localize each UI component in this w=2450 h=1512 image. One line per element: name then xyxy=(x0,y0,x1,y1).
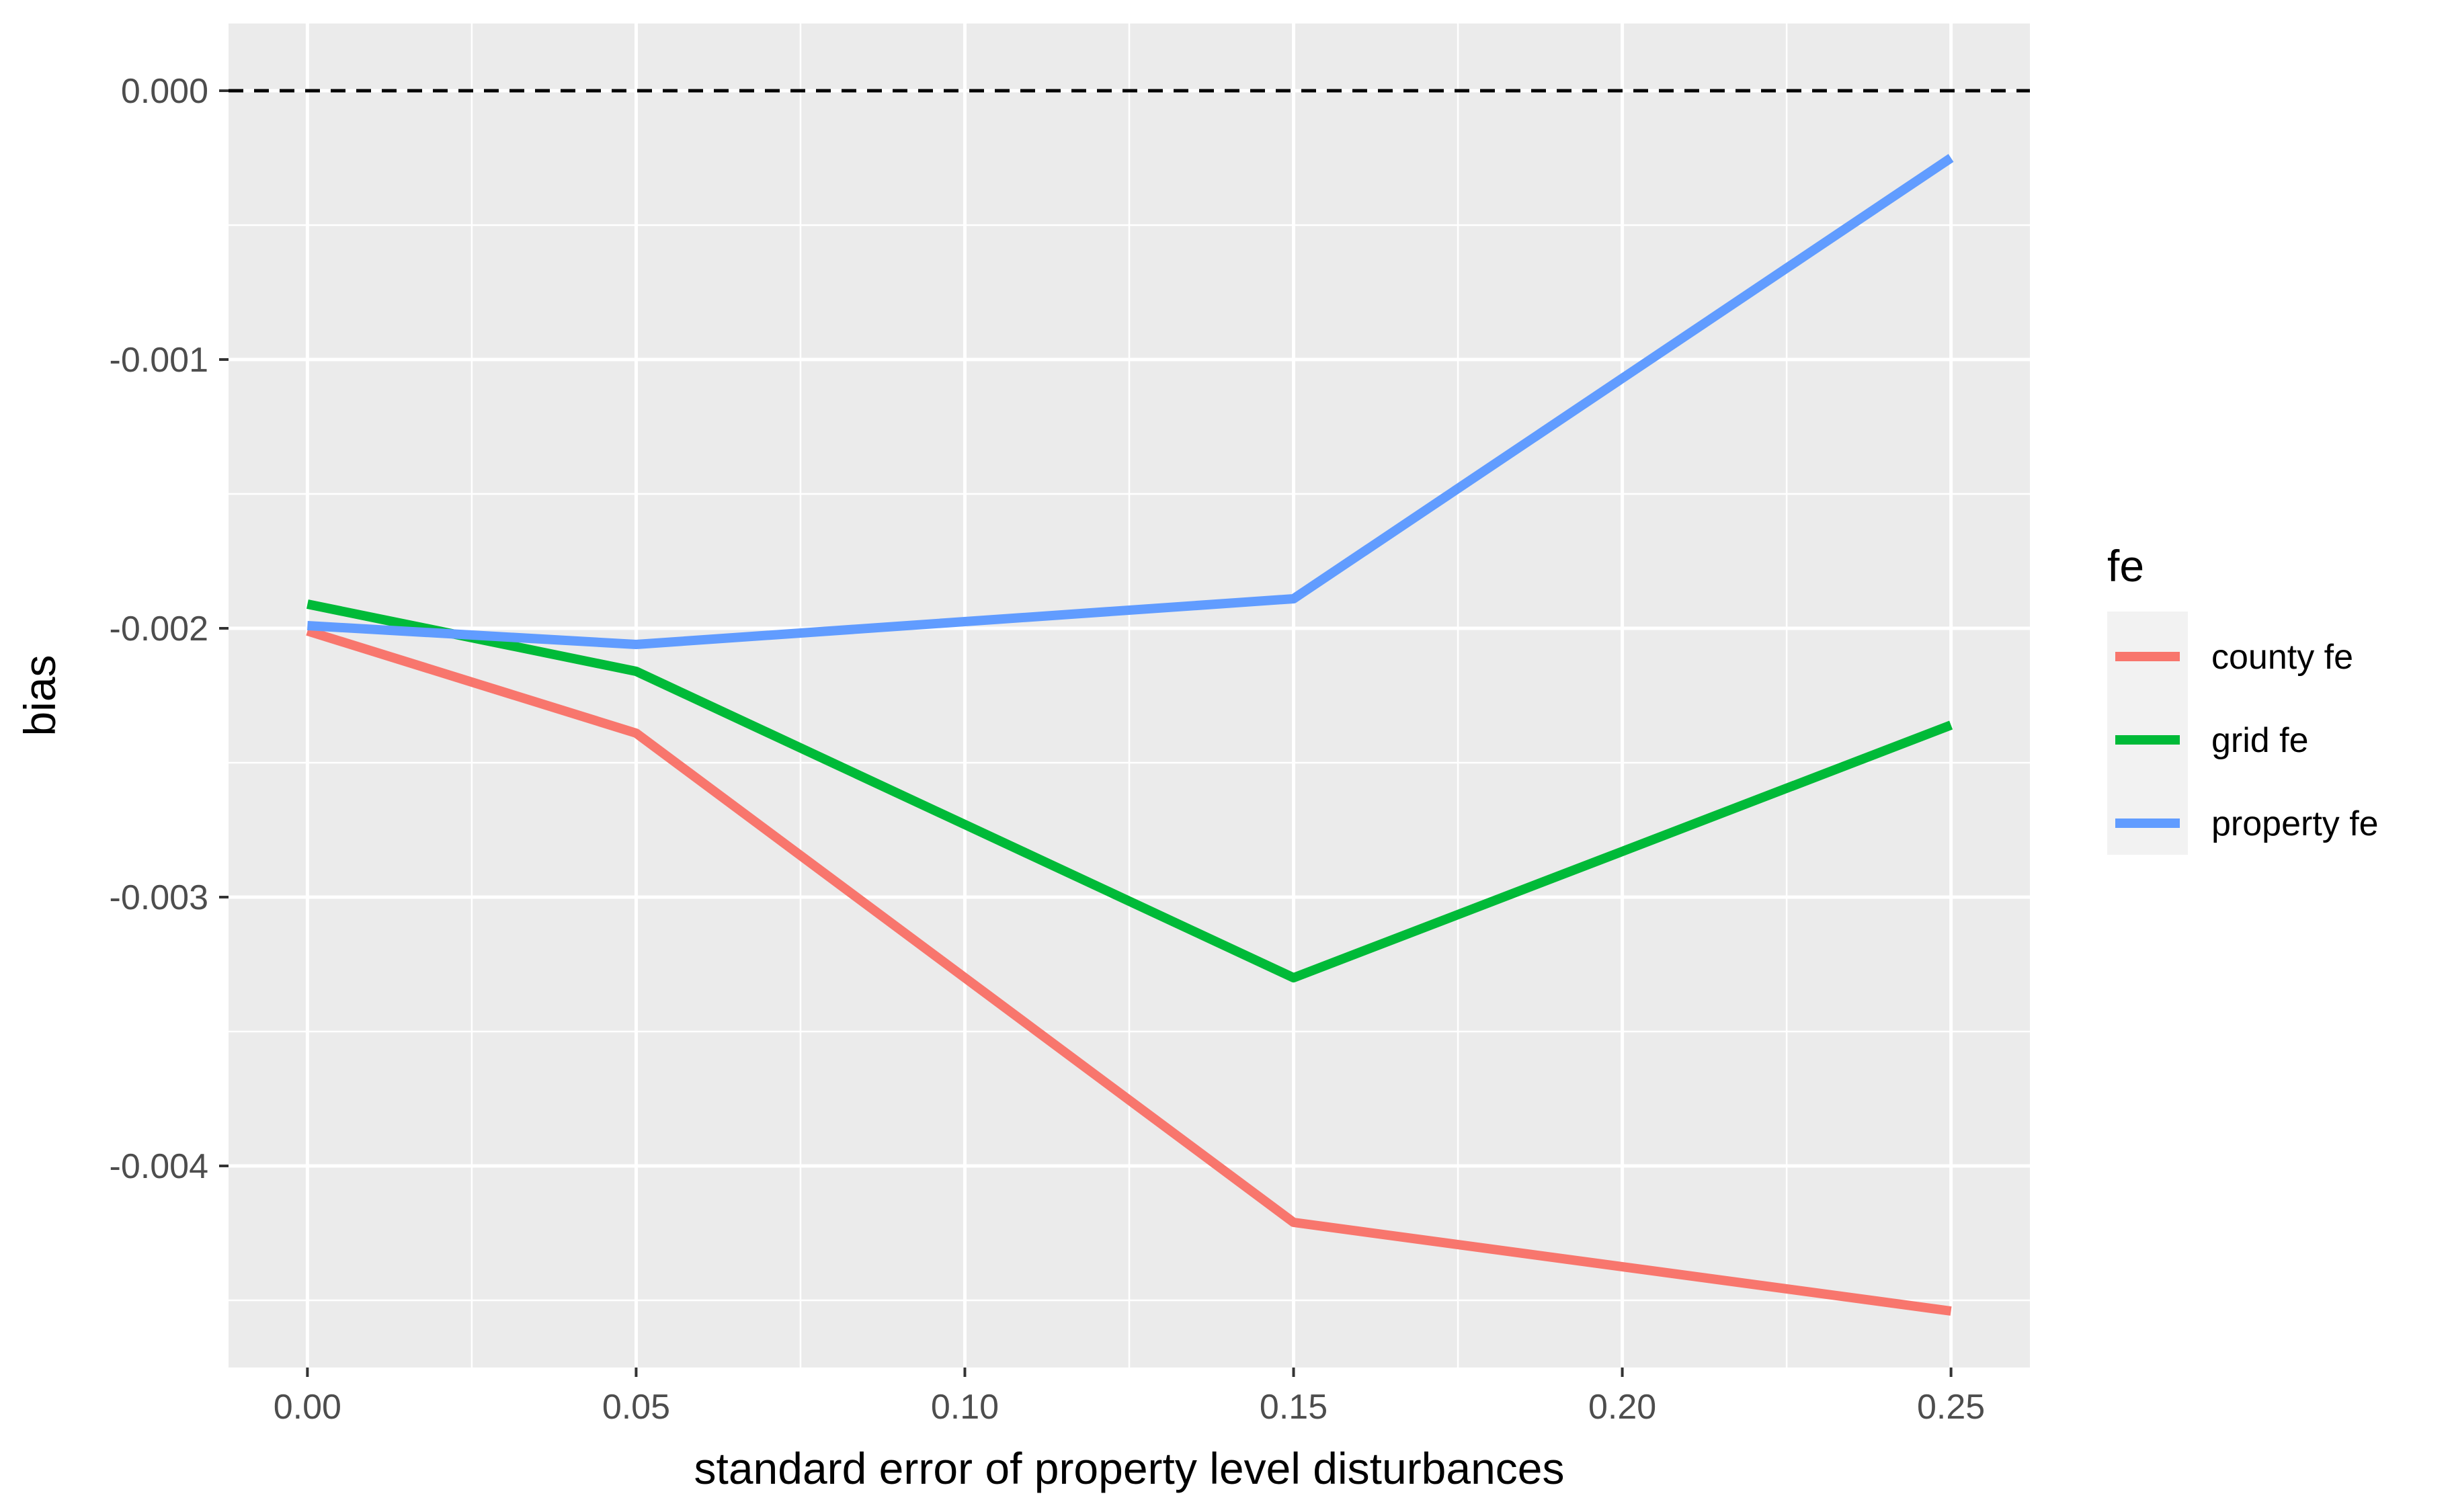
x-tick-label: 0.15 xyxy=(1260,1388,1328,1427)
minor-gridlines xyxy=(229,24,2030,1368)
y-tick-label: -0.001 xyxy=(110,341,208,380)
y-tick-label: -0.004 xyxy=(110,1147,208,1186)
x-tick-label: 0.10 xyxy=(931,1388,999,1427)
major-gridlines xyxy=(229,24,2030,1368)
legend-label: property fe xyxy=(2211,804,2379,843)
x-tick-label: 0.20 xyxy=(1588,1388,1656,1427)
y-axis-title: bias xyxy=(15,655,65,736)
x-tick-label: 0.25 xyxy=(1917,1388,1985,1427)
series-line-property-fe xyxy=(307,154,1954,649)
y-tick-label: -0.003 xyxy=(110,878,208,917)
x-axis-title: standard error of property level disturb… xyxy=(694,1443,1565,1493)
legend: fe county fe grid fe property fe xyxy=(2107,541,2379,855)
y-axis: 0.000 -0.001 -0.002 -0.003 -0.004 xyxy=(110,72,229,1186)
y-tick-label: -0.002 xyxy=(110,610,208,648)
series-line-county-fe xyxy=(306,626,1952,1316)
y-tick-label: 0.000 xyxy=(121,72,208,111)
x-axis: 0.00 0.05 0.10 0.15 0.20 0.25 xyxy=(274,1368,1985,1427)
legend-label: county fe xyxy=(2211,638,2353,677)
x-tick-label: 0.00 xyxy=(274,1388,341,1427)
legend-title: fe xyxy=(2107,541,2144,591)
legend-items: county fe grid fe property fe xyxy=(2115,638,2379,843)
x-tick-label: 0.05 xyxy=(602,1388,670,1427)
series-lines xyxy=(306,154,1954,1316)
legend-label: grid fe xyxy=(2211,721,2309,760)
legend-key-background xyxy=(2107,612,2188,855)
